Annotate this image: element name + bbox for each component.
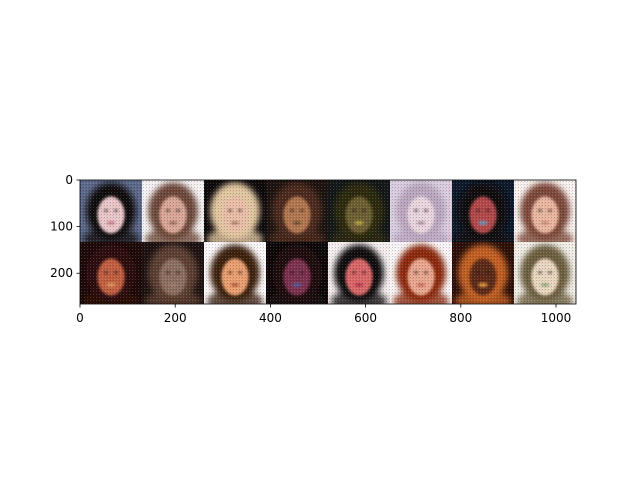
generated-face-tile	[328, 180, 390, 251]
x-tick-label: 400	[259, 311, 282, 325]
generated-face-tile	[204, 180, 266, 251]
generated-face-tile	[142, 180, 204, 251]
generated-face-tile	[266, 180, 328, 251]
generated-face-tile	[266, 242, 328, 304]
image-grid	[80, 180, 576, 304]
generated-face-tile	[80, 180, 142, 251]
generated-face-tile	[142, 242, 204, 304]
y-tick-label: 200	[50, 266, 73, 280]
generated-face-tile	[80, 242, 142, 304]
y-tick-label: 100	[50, 220, 73, 234]
generated-face-tile	[514, 242, 576, 304]
y-tick-label: 0	[65, 173, 73, 187]
x-axis: 0 200 400 600 800 1000	[76, 304, 571, 325]
generated-face-tile	[514, 180, 576, 251]
axes-frame	[79, 179, 577, 305]
x-tick-label: 200	[164, 311, 187, 325]
generated-face-tile	[204, 242, 266, 304]
x-tick-label: 1000	[541, 311, 572, 325]
generated-face-tile	[328, 242, 390, 304]
x-tick-label: 0	[76, 311, 84, 325]
generated-face-tile	[452, 180, 514, 251]
generated-face-tile	[390, 242, 452, 304]
x-tick-label: 600	[354, 311, 377, 325]
generated-face-tile	[452, 242, 514, 304]
y-axis: 0 100 200	[50, 173, 80, 280]
x-tick-label: 800	[449, 311, 472, 325]
generated-face-tile	[390, 180, 452, 251]
